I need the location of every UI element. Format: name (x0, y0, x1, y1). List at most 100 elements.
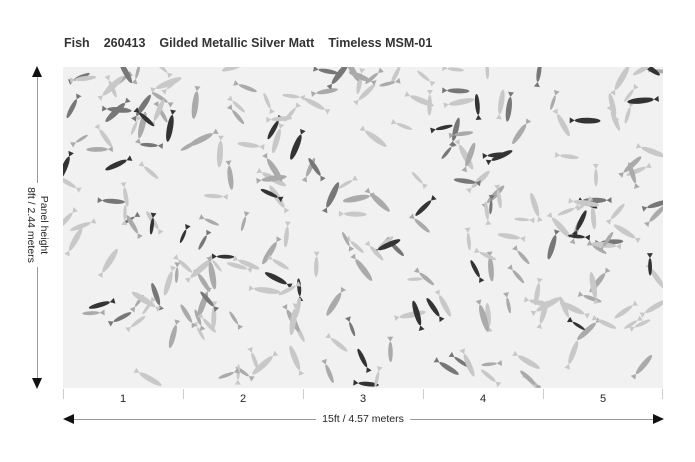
fish (390, 118, 413, 130)
fish (172, 254, 193, 273)
fish (70, 218, 97, 231)
fish (263, 92, 275, 115)
fish (133, 367, 162, 386)
fish (512, 245, 530, 265)
fish (359, 125, 387, 147)
fish (200, 291, 220, 312)
product-collection: Timeless MSM-01 (328, 36, 433, 50)
fish (308, 157, 326, 182)
fish (179, 224, 191, 243)
fish (442, 87, 470, 94)
fish (321, 358, 334, 384)
fish (533, 67, 542, 88)
panel-divider (662, 389, 663, 399)
fish (639, 300, 663, 318)
fish (411, 172, 428, 190)
fish (233, 80, 257, 93)
fish (461, 142, 476, 173)
product-name: Fish (64, 36, 90, 50)
fish (430, 124, 453, 134)
fish (133, 107, 155, 127)
fish (70, 134, 88, 148)
product-code: 260413 (103, 36, 146, 50)
fish (350, 253, 373, 281)
fish (237, 142, 265, 151)
fish (63, 176, 82, 193)
fish (194, 309, 206, 332)
fish (97, 197, 125, 204)
fish (404, 91, 434, 107)
fish (120, 181, 129, 207)
fish (550, 89, 560, 110)
fish (345, 235, 364, 253)
fish (434, 289, 452, 317)
fish (321, 182, 340, 214)
fish (512, 350, 540, 369)
fish (514, 217, 535, 224)
fish (262, 236, 282, 265)
fish (105, 155, 133, 171)
fish (163, 265, 177, 296)
fish (614, 300, 639, 319)
fish (131, 67, 141, 85)
fish (512, 118, 532, 144)
fish (453, 178, 481, 187)
fish (353, 84, 376, 106)
fish (353, 379, 379, 387)
arrow-down-icon (32, 378, 42, 389)
fish (130, 115, 142, 135)
mural-image (63, 67, 663, 388)
fish (394, 310, 426, 322)
fish (248, 285, 281, 294)
fish (151, 282, 164, 311)
fish (345, 316, 356, 337)
fish-pattern (63, 67, 663, 388)
product-finish: Gilded Metallic Silver Matt (159, 36, 315, 50)
fish (473, 247, 496, 261)
fish (415, 194, 437, 216)
fish (290, 128, 306, 160)
fish (313, 67, 339, 75)
fish (338, 210, 367, 217)
fish (63, 150, 74, 181)
fish (283, 221, 291, 248)
fish (256, 175, 287, 184)
fish (345, 67, 360, 82)
fish (387, 336, 394, 363)
fish (66, 93, 82, 119)
fish (252, 350, 279, 375)
fish (218, 367, 240, 379)
fish (168, 319, 181, 349)
fish (101, 105, 132, 113)
fish (221, 67, 245, 72)
fish (495, 89, 505, 120)
fish (364, 187, 390, 212)
fish (534, 277, 543, 306)
fish (264, 272, 293, 289)
fish (138, 161, 159, 179)
fish (126, 215, 143, 240)
fish (191, 85, 201, 119)
fish (156, 67, 173, 79)
arrow-left-icon (63, 414, 74, 424)
panel-number: 3 (359, 393, 367, 405)
fish (64, 228, 83, 257)
height-label-title: Panel height (38, 195, 50, 255)
fish (530, 192, 543, 223)
panel-divider (543, 389, 544, 399)
fish (94, 123, 113, 147)
fish (229, 311, 244, 330)
fish (226, 104, 245, 125)
fish (624, 101, 635, 124)
fish (342, 192, 376, 203)
fish (204, 193, 228, 200)
fish (448, 351, 469, 368)
fish (260, 188, 284, 203)
fish (641, 200, 663, 212)
fish (448, 131, 474, 139)
fish (240, 211, 250, 232)
fish (97, 248, 118, 278)
fish (197, 312, 216, 333)
panel-divider (183, 389, 184, 399)
fish (174, 262, 181, 284)
